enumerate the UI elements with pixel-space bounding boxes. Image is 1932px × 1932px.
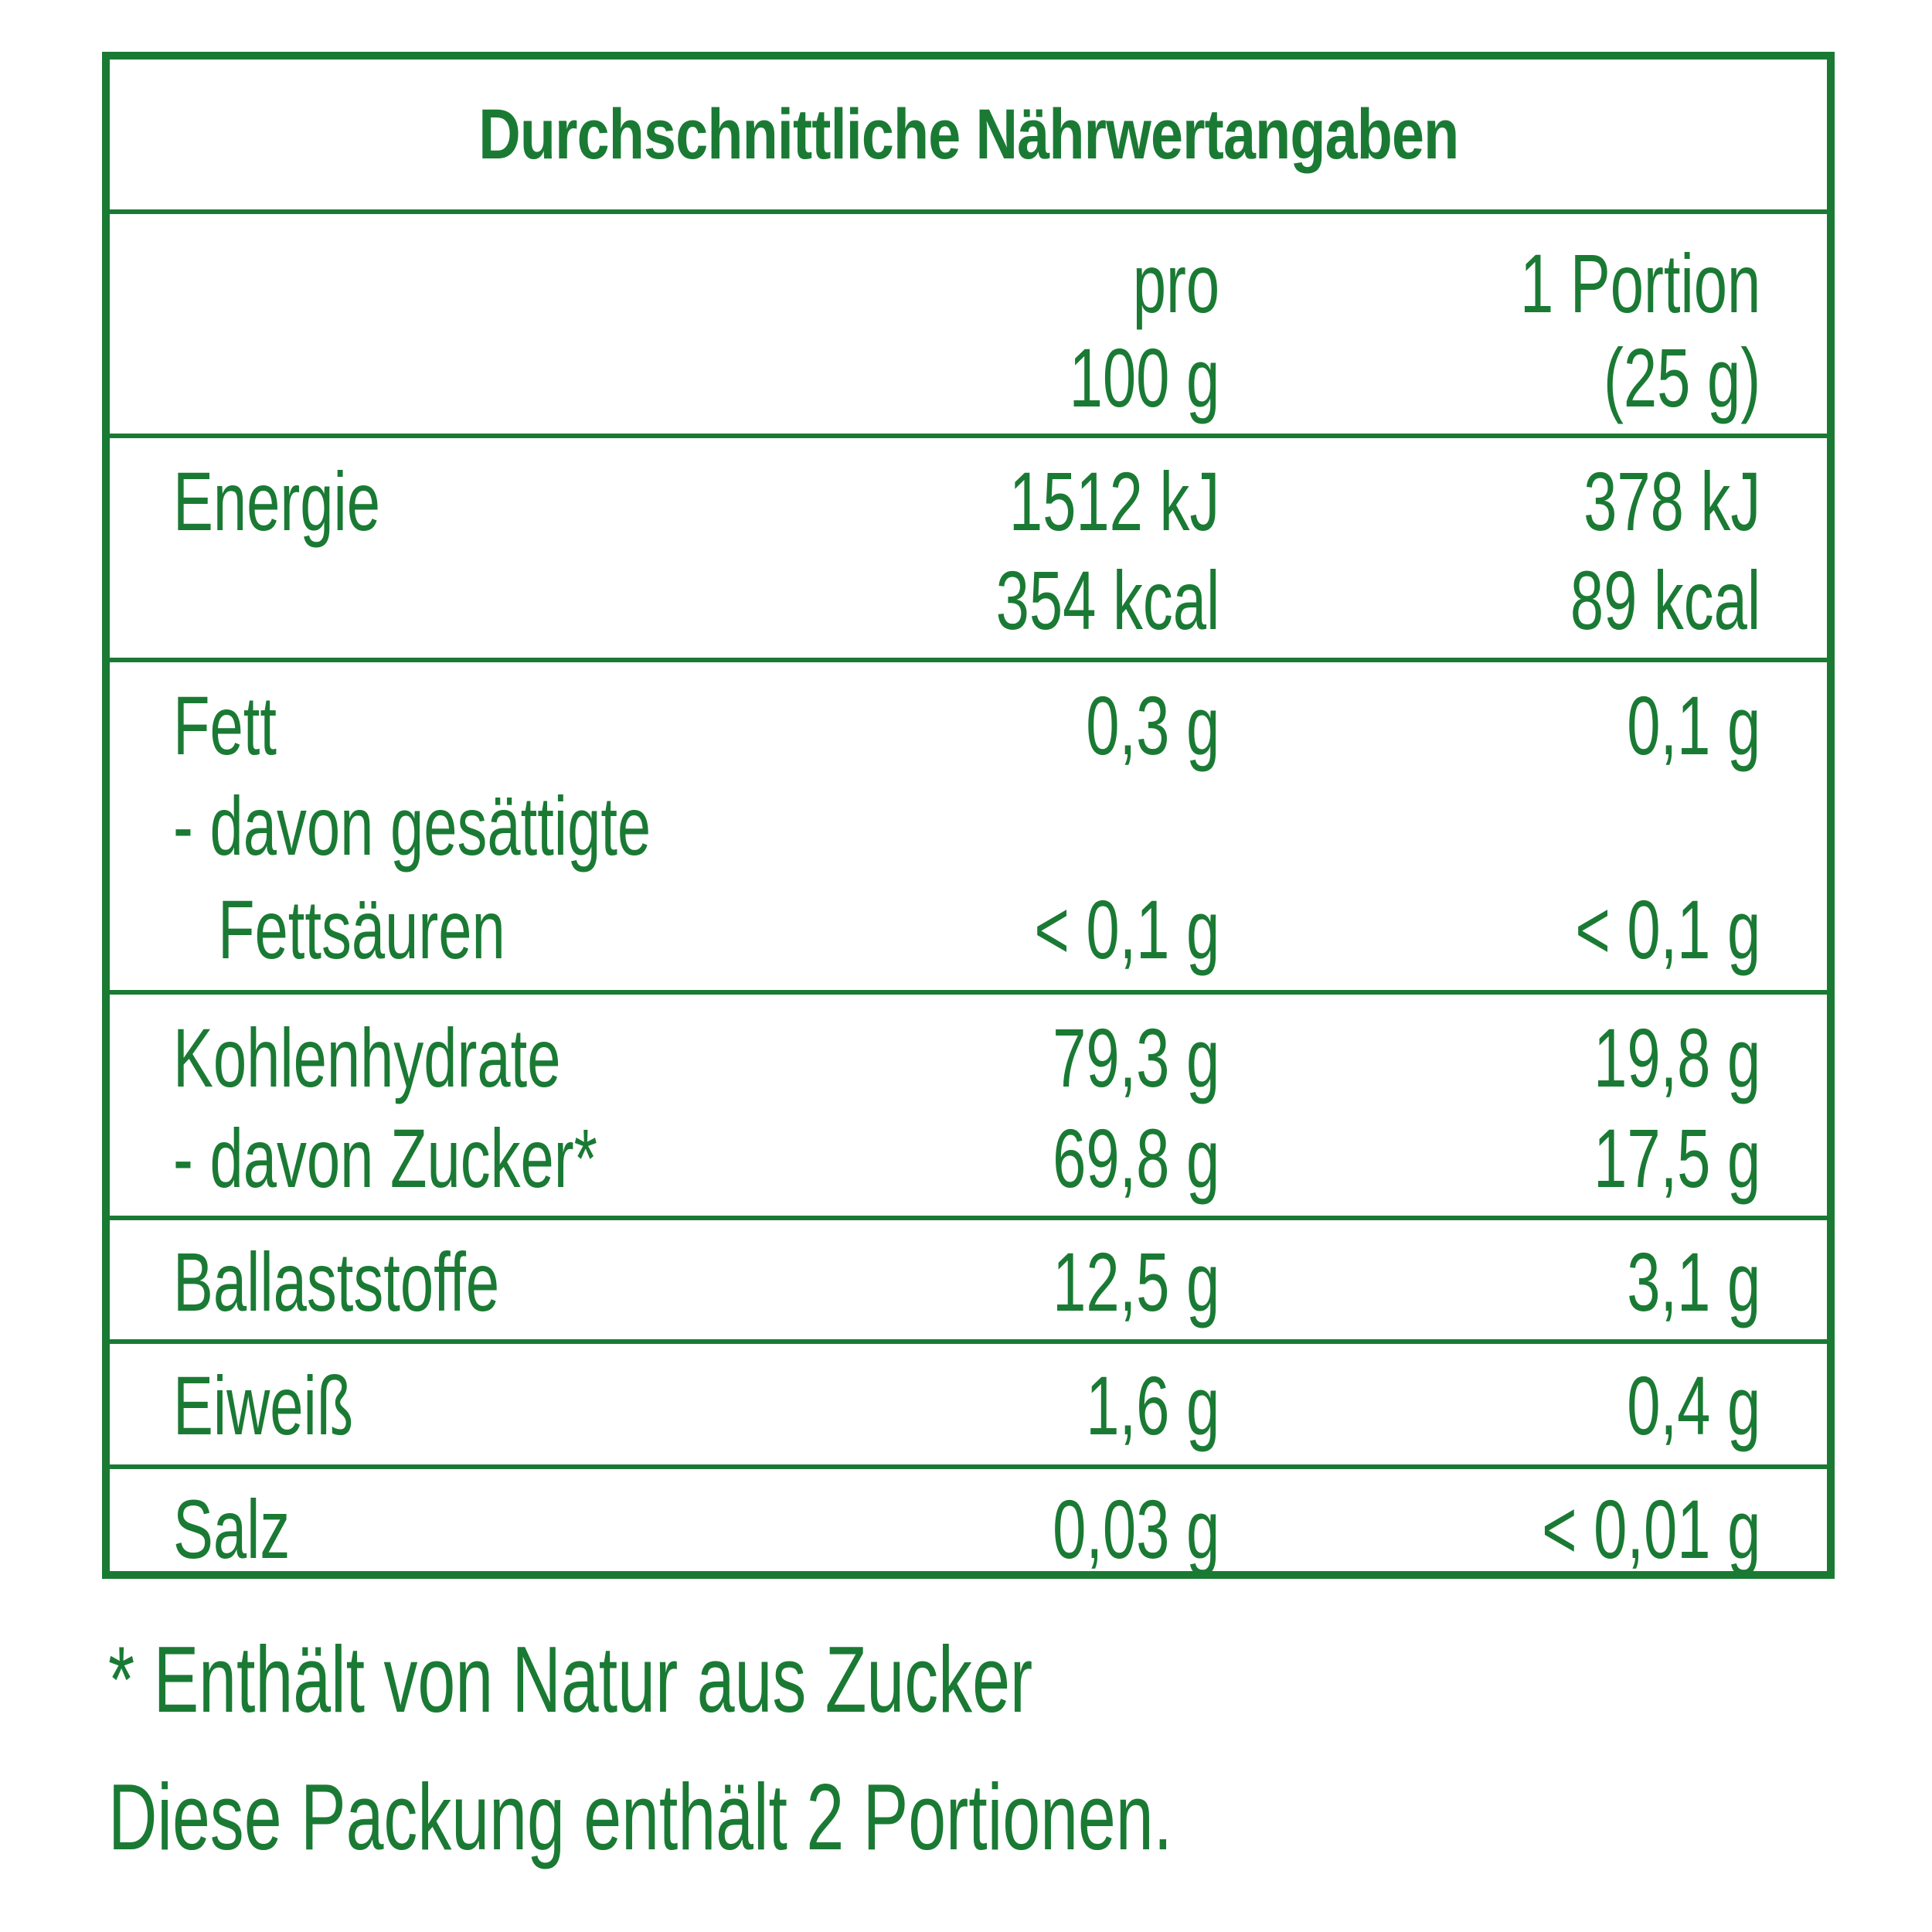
value-per-portion: 3,1 g [1627, 1235, 1760, 1328]
value-per-100g: 12,5 g [1052, 1235, 1219, 1328]
nutrient-label: Kohlenhydrate [173, 1011, 561, 1104]
nutrient-row-salz: Salz 0,03 g < 0,01 g [110, 1469, 1827, 1579]
value-per-portion: 19,8 g [1593, 1011, 1760, 1104]
value-per-100g: < 0,1 g [1034, 883, 1219, 976]
nutrient-label: Ballaststoffe [173, 1235, 500, 1328]
nutrition-title-row: Durchschnittliche Nährwertangaben [110, 60, 1827, 214]
value-per-100g: 79,3 g [1052, 1011, 1219, 1104]
nutrient-label: Eiweiß [173, 1359, 354, 1452]
value-per-portion: 89 kcal [1570, 553, 1760, 647]
value-per-100g: 1512 kJ [1009, 454, 1219, 548]
sugar-footnote: * Enthält von Natur aus Zucker [108, 1627, 1033, 1732]
nutrition-table: Durchschnittliche Nährwertangaben pro 10… [102, 52, 1835, 1579]
header-per-100g-line2: 100 g [1069, 331, 1219, 424]
nutrient-label: Salz [173, 1482, 291, 1576]
nutrient-row-energie: Energie 1512 kJ 354 kcal 378 kJ 89 kcal [110, 438, 1827, 662]
value-per-100g: 354 kcal [995, 553, 1219, 647]
nutrient-label: Fett [173, 679, 277, 772]
value-per-portion: 378 kJ [1583, 454, 1760, 548]
nutrient-row-eiweiss: Eiweiß 1,6 g 0,4 g [110, 1344, 1827, 1469]
value-per-100g: 0,3 g [1086, 679, 1219, 772]
nutrition-title: Durchschnittliche Nährwertangaben [478, 94, 1459, 174]
value-per-portion: 0,1 g [1627, 679, 1760, 772]
nutrient-label: Energie [173, 454, 381, 548]
value-per-100g: 0,03 g [1052, 1482, 1219, 1576]
nutrient-sublabel: - davon gesättigte [173, 779, 651, 872]
header-per-portion-line1: 1 Portion [1519, 236, 1760, 330]
header-per-portion-line2: (25 g) [1603, 331, 1760, 424]
header-per-100g-line1: pro [1132, 236, 1219, 330]
value-per-portion: 17,5 g [1593, 1111, 1760, 1205]
column-header-row: pro 100 g 1 Portion (25 g) [110, 214, 1827, 438]
nutrient-sublabel: Fettsäuren [218, 883, 505, 976]
nutrient-row-ballaststoffe: Ballaststoffe 12,5 g 3,1 g [110, 1220, 1827, 1344]
value-per-100g: 69,8 g [1052, 1111, 1219, 1205]
value-per-portion: 0,4 g [1627, 1359, 1760, 1452]
nutrient-row-kohlenhydrate: Kohlenhydrate - davon Zucker* 79,3 g 69,… [110, 995, 1827, 1220]
value-per-100g: 1,6 g [1086, 1359, 1219, 1452]
package-footnote: Diese Packung enthält 2 Portionen. [108, 1764, 1173, 1869]
value-per-portion: < 0,01 g [1541, 1482, 1760, 1576]
nutrient-sublabel: - davon Zucker* [173, 1111, 597, 1205]
nutrient-row-fett: Fett - davon gesättigte Fettsäuren 0,3 g… [110, 662, 1827, 995]
value-per-portion: < 0,1 g [1575, 883, 1760, 976]
